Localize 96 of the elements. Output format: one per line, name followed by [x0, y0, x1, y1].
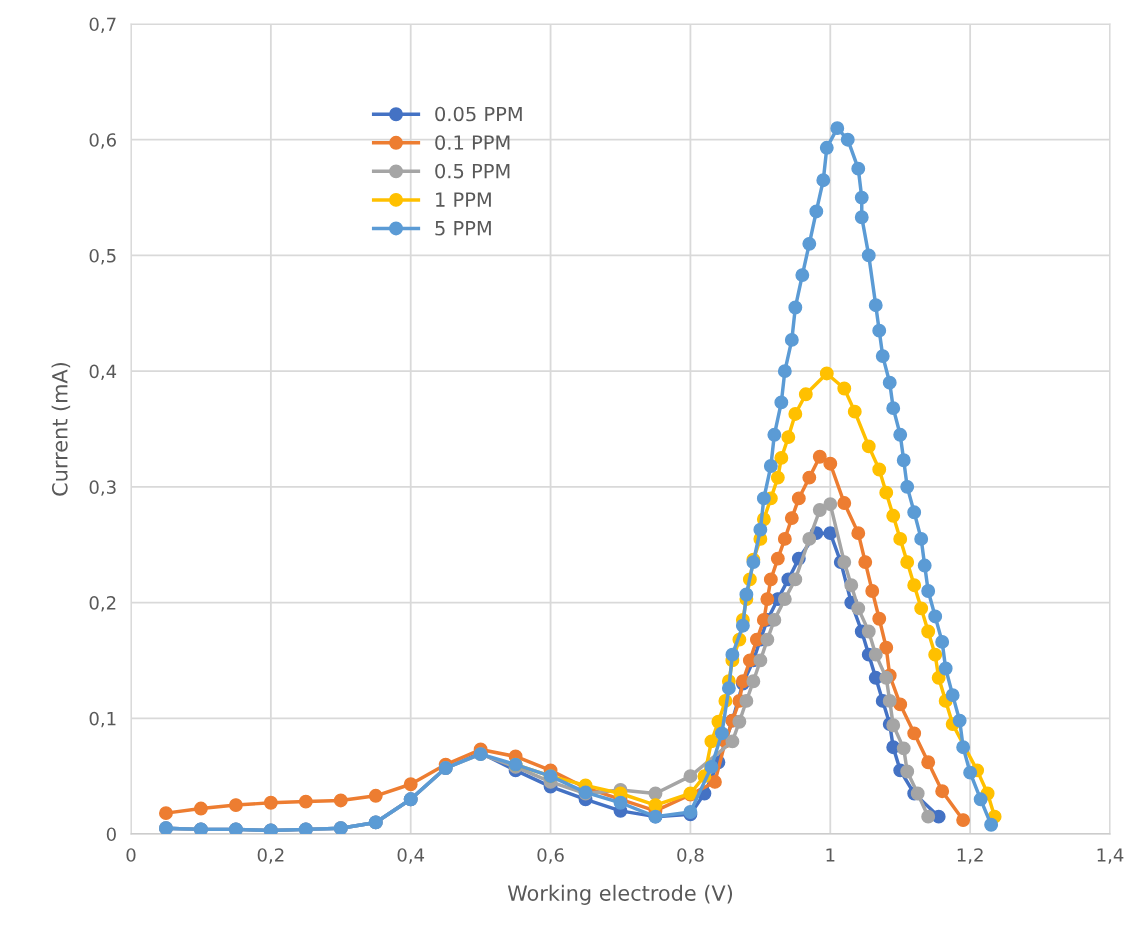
point: [648, 798, 663, 813]
legend-label: 0.05 PPM: [435, 106, 522, 122]
point: [823, 456, 838, 471]
point: [935, 784, 950, 799]
point: [760, 592, 775, 607]
point: [928, 647, 943, 662]
point: [879, 640, 894, 655]
legend-label: 1 PPM: [436, 192, 491, 207]
point: [956, 813, 971, 828]
point: [879, 485, 894, 500]
point: [770, 470, 785, 485]
point: [823, 497, 838, 512]
point: [858, 555, 873, 570]
point: [368, 788, 383, 803]
x-axis-title: Working electrode (V): [507, 884, 733, 905]
point: [228, 798, 243, 813]
point: [732, 714, 747, 729]
x-tick-label: 0,6: [537, 848, 564, 864]
point: [872, 462, 887, 477]
point: [777, 531, 792, 546]
point: [931, 670, 946, 685]
point: [739, 693, 754, 708]
point: [333, 793, 348, 808]
point: [844, 578, 859, 593]
point: [770, 551, 785, 566]
point: [791, 491, 806, 506]
x-tick-label: 1,2: [957, 848, 983, 864]
point: [882, 693, 897, 708]
point: [802, 531, 817, 546]
y-tick-label: 0: [106, 827, 116, 842]
point: [896, 741, 911, 756]
point: [781, 430, 796, 445]
point: [298, 794, 313, 809]
point: [725, 734, 740, 749]
point: [403, 777, 418, 792]
y-tick-label: 0,2: [89, 596, 116, 612]
point: [784, 511, 799, 526]
point: [683, 769, 698, 784]
y-tick-label: 0,5: [89, 248, 116, 265]
point: [872, 611, 887, 626]
point: [921, 809, 936, 824]
point: [837, 496, 852, 511]
point: [921, 624, 936, 639]
point: [746, 674, 761, 689]
point: [819, 366, 834, 381]
legend-label: 5 PPM: [435, 221, 491, 236]
legend-label: 0.1 PPM: [435, 135, 510, 150]
point: [914, 601, 929, 616]
x-tick-label: 1,4: [1097, 848, 1124, 864]
point: [753, 653, 768, 668]
point: [907, 726, 922, 741]
point: [921, 755, 936, 770]
point: [865, 584, 880, 598]
point: [837, 381, 852, 396]
point: [763, 572, 778, 587]
x-tick-label: 0,2: [257, 848, 284, 864]
point: [707, 774, 722, 789]
point: [704, 734, 719, 749]
y-tick-label: 0,3: [89, 480, 116, 496]
point: [847, 404, 862, 419]
y-tick-label: 0,7: [89, 17, 116, 33]
point: [798, 387, 813, 402]
point: [907, 578, 922, 593]
point: [767, 612, 782, 627]
x-tick-label: 0: [126, 848, 136, 862]
y-tick-label: 0,6: [89, 133, 116, 149]
point: [861, 439, 876, 454]
point: [868, 647, 883, 662]
legend-label: 0.5 PPM: [435, 163, 510, 179]
point: [851, 601, 866, 616]
point: [823, 526, 838, 541]
point: [760, 632, 775, 647]
point: [837, 555, 852, 570]
y-tick-label: 0,4: [89, 364, 117, 381]
point: [193, 801, 208, 816]
point: [812, 449, 827, 464]
point: [861, 624, 876, 639]
point: [893, 531, 908, 546]
point: [851, 526, 866, 541]
point: [802, 470, 817, 485]
x-tick-label: 0,4: [397, 848, 425, 864]
point: [159, 806, 173, 821]
point: [774, 450, 789, 465]
point: [812, 503, 827, 517]
point: [886, 508, 901, 523]
point: [900, 764, 915, 779]
y-tick-label: 0,1: [89, 711, 116, 728]
y-axis-title: Current (mA): [51, 362, 71, 496]
x-tick-label: 1: [826, 848, 835, 862]
point: [788, 407, 803, 421]
point: [886, 718, 901, 733]
x-tick-label: 0,8: [677, 848, 704, 864]
point: [777, 592, 792, 607]
point: [263, 795, 278, 810]
point: [788, 572, 803, 587]
point: [900, 555, 915, 570]
